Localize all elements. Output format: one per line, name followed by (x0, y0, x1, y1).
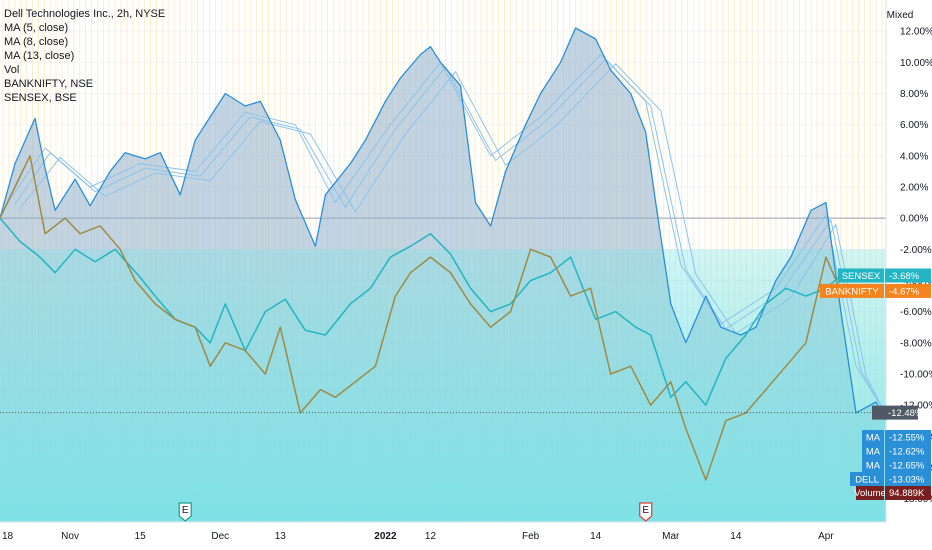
volume-tag-value: 94.889K (889, 488, 925, 499)
y-tick-label: -6.00% (900, 307, 932, 318)
legend-sensex[interactable]: SENSEX, BSE (4, 92, 77, 104)
scale-mode-button[interactable]: Mixed (887, 10, 914, 21)
tag-label: BANKNIFTY (825, 286, 879, 297)
x-tick-label: 18 (2, 531, 14, 542)
x-tick-label: 14 (590, 531, 602, 542)
volume-area (0, 249, 886, 523)
x-tick-label: 2022 (374, 531, 397, 542)
y-tick-label: 2.00% (900, 182, 928, 193)
y-tick-label: 4.00% (900, 151, 928, 162)
volume-tag: Volume 94.889K (854, 486, 931, 500)
tag-value: -3.68% (889, 271, 920, 282)
earnings-event-marker[interactable]: E (639, 502, 653, 522)
y-tick-label: 12.00% (900, 27, 932, 38)
volume-tag-value-bg (885, 486, 931, 500)
tag-label-bg (838, 268, 884, 283)
event-badge (178, 502, 192, 522)
x-tick-label: 14 (730, 531, 742, 542)
price-line-tag: -12.48% (872, 405, 924, 420)
price-line-tag-bg (872, 405, 918, 420)
event-badge (639, 502, 653, 522)
legend-vol[interactable]: Vol (4, 64, 19, 76)
price-line-tag-text: -12.48% (888, 408, 924, 419)
tag-value-bg (885, 458, 931, 472)
tag-value: -13.03% (889, 475, 925, 486)
tag-value: -12.65% (889, 461, 925, 472)
x-tick-label: Dec (211, 531, 229, 542)
tag-value-bg (885, 444, 931, 458)
tag-label-bg (862, 458, 884, 472)
tag-value-bg (885, 430, 931, 444)
volume-tag-label: Volume (854, 488, 886, 499)
tag-label: MA (866, 461, 881, 472)
legend-banknifty[interactable]: BANKNIFTY, NSE (4, 78, 93, 90)
tag-label-bg (862, 430, 884, 444)
legend: Dell Technologies Inc., 2h, NYSE MA (5, … (4, 8, 165, 104)
volume-tag-label-bg (856, 486, 884, 500)
last-value-tag-dell: DELL -13.03% (850, 472, 931, 486)
y-tick-label: 6.00% (900, 120, 928, 131)
last-value-tag-sensex: SENSEX -3.68% (838, 268, 931, 283)
earnings-event-marker[interactable]: E (178, 502, 192, 522)
tag-label-bg (862, 444, 884, 458)
tag-value: -12.62% (889, 447, 925, 458)
y-tick-label: -10.00% (900, 369, 932, 380)
x-tick-label: Feb (522, 531, 540, 542)
tag-value: -4.67% (889, 286, 920, 297)
event-label: E (642, 505, 649, 516)
tag-value-bg (885, 472, 931, 486)
legend-main-title[interactable]: Dell Technologies Inc., 2h, NYSE (4, 8, 165, 20)
x-tick-label: Apr (818, 531, 834, 542)
tag-label: MA (866, 447, 881, 458)
tag-label: SENSEX (842, 271, 881, 282)
y-tick-label: -2.00% (900, 245, 932, 256)
legend-ma5[interactable]: MA (5, close) (4, 22, 68, 34)
last-value-tag-ma: MA -12.55% (862, 430, 931, 444)
dell-line[interactable] (0, 27, 887, 422)
y-tick-label: 0.00% (900, 214, 928, 225)
sensex-line[interactable] (0, 217, 842, 406)
legend-ma13[interactable]: MA (13, close) (4, 50, 74, 62)
event-label: E (182, 505, 189, 516)
legend-ma8[interactable]: MA (8, close) (4, 36, 68, 48)
ma13-line[interactable] (19, 63, 887, 416)
tag-layer: -12.48% SENSEX -3.68% BANKNIFTY -4.67% MA -12.… (820, 268, 931, 500)
y-tick-label: -8.00% (900, 338, 932, 349)
tag-label-bg (850, 472, 884, 486)
x-tick-label: 12 (425, 531, 437, 542)
last-value-tag-ma: MA -12.62% (862, 444, 931, 458)
last-value-tag-banknifty: BANKNIFTY -4.67% (820, 283, 931, 298)
tag-value-bg (885, 268, 931, 283)
x-tick-label: Nov (61, 531, 79, 542)
x-tick-label: 13 (275, 531, 287, 542)
x-tick-label: Mar (662, 531, 680, 542)
tag-label-bg (820, 283, 884, 298)
tag-value-bg (885, 283, 931, 298)
tag-label: DELL (855, 475, 879, 486)
y-tick-label: 8.00% (900, 89, 928, 100)
series-layer (0, 27, 887, 481)
y-tick-label: 10.00% (900, 58, 932, 69)
tag-label: MA (866, 433, 881, 444)
ma5-line[interactable] (9, 54, 887, 414)
x-tick-label: 15 (135, 531, 147, 542)
tag-value: -12.55% (889, 433, 925, 444)
last-value-tag-ma: MA -12.65% (862, 458, 931, 472)
banknifty-line[interactable] (0, 155, 842, 481)
